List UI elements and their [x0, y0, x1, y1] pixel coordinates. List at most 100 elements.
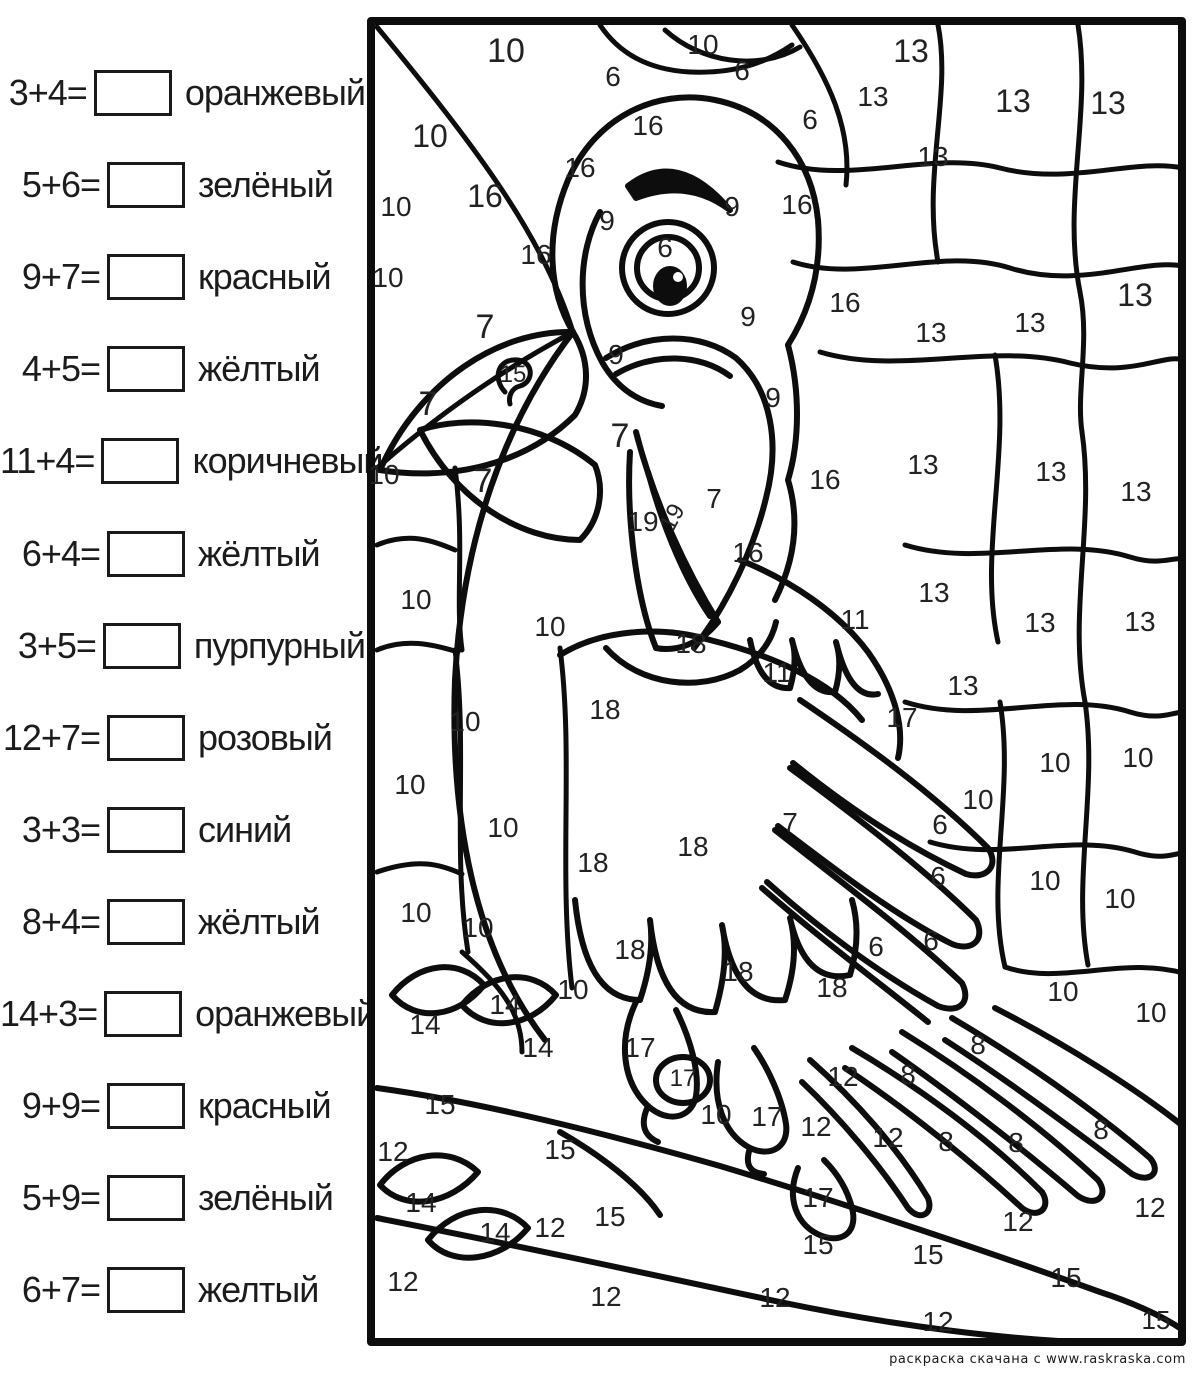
region-number: 13: [995, 83, 1031, 119]
parrot-head: [549, 94, 822, 348]
region-number: 6: [930, 861, 946, 892]
color-name-label: коричневый: [192, 440, 383, 482]
parrot-neck: [772, 342, 800, 603]
region-number: 7: [419, 385, 438, 423]
color-name-label: розовый: [198, 716, 333, 758]
color-name-label: синий: [198, 808, 292, 850]
region-number: 10: [487, 32, 525, 70]
region-number: 10: [1104, 883, 1135, 914]
equation-label: 4+5=: [21, 348, 101, 390]
region-number: 19: [627, 506, 658, 537]
region-number: 12: [387, 1266, 418, 1297]
region-number: 10: [487, 812, 518, 843]
answer-box[interactable]: [107, 714, 185, 761]
region-number: 10: [368, 459, 399, 490]
answer-box[interactable]: [93, 70, 172, 116]
answer-box[interactable]: [104, 991, 183, 1037]
region-number: 15: [594, 1201, 625, 1232]
region-number: 13: [1124, 606, 1155, 637]
region-number: 16: [809, 464, 840, 495]
region-number: 16: [467, 178, 503, 214]
equation-label: 9+7=: [21, 256, 101, 298]
region-number: 10: [1039, 747, 1070, 778]
region-number: 6: [923, 925, 939, 956]
region-number: 15: [912, 1239, 943, 1270]
region-number: 16: [829, 287, 860, 318]
parrot-feet: [622, 999, 857, 1242]
equation-label: 5+9=: [21, 1177, 101, 1219]
equation-label: 12+7=: [2, 716, 101, 758]
region-number: 16: [632, 110, 663, 141]
equation-label: 8+4=: [21, 900, 101, 942]
legend-row: 12+7= розовый: [0, 709, 365, 767]
region-number: 15: [424, 1089, 455, 1120]
region-number: 7: [476, 308, 495, 346]
region-number: 8: [970, 1029, 986, 1060]
chest-feathers: [557, 628, 865, 1016]
region-number: 13: [1120, 476, 1151, 507]
leaves: [377, 328, 603, 1261]
answer-box[interactable]: [101, 438, 180, 485]
equation-label: 9+9=: [21, 1085, 101, 1127]
equation-label: 5+6=: [21, 164, 101, 206]
legend-row: 6+7= желтый: [0, 1261, 365, 1319]
answer-box[interactable]: [107, 1083, 185, 1130]
answer-box[interactable]: [107, 806, 185, 853]
region-number: 12: [1002, 1206, 1033, 1237]
region-number: 10: [380, 191, 411, 222]
region-number: 14: [409, 1009, 440, 1040]
legend-row: 9+7= красный: [0, 248, 365, 306]
answer-box[interactable]: [107, 1267, 185, 1314]
region-number: 17: [670, 1065, 697, 1092]
region-number: 13: [1090, 85, 1126, 121]
answer-box[interactable]: [107, 1175, 185, 1222]
region-number: 6: [734, 55, 750, 86]
region-number: 18: [675, 628, 706, 659]
region-number: 6: [802, 104, 818, 135]
answer-box[interactable]: [107, 898, 185, 945]
answer-box[interactable]: [107, 162, 185, 209]
region-number: 10: [534, 611, 565, 642]
region-number: 7: [474, 462, 493, 500]
eyebrow: [625, 168, 733, 213]
region-number: 12: [377, 1136, 408, 1167]
region-number: 14: [405, 1187, 436, 1218]
parrot-eye: [619, 168, 733, 317]
color-name-label: красный: [198, 256, 332, 298]
region-number: 15: [802, 1229, 833, 1260]
equation-label: 11+4=: [0, 440, 95, 482]
region-number: 10: [962, 784, 993, 815]
parrot-beak: [603, 335, 779, 686]
color-name-label: зелёный: [198, 164, 334, 206]
region-number: 10: [700, 1099, 731, 1130]
region-number: 7: [611, 417, 630, 455]
legend-row: 6+4= жёлтый: [0, 525, 365, 583]
region-number: 12: [759, 1282, 790, 1313]
picture-frame: [367, 17, 1186, 1346]
region-number: 10: [400, 584, 431, 615]
region-number: 17: [886, 702, 917, 733]
answer-box[interactable]: [107, 346, 185, 393]
region-number: 18: [677, 831, 708, 862]
parrot-outline: [374, 94, 1186, 1346]
region-number: 12: [800, 1111, 831, 1142]
legend-row: 11+4= коричневый: [0, 432, 384, 490]
tail-feathers: [799, 1005, 1186, 1219]
region-number: 18: [722, 956, 753, 987]
region-number: 13: [917, 141, 948, 172]
region-number: 11: [762, 657, 791, 688]
region-number: 15: [1050, 1262, 1081, 1293]
region-number: 12: [534, 1212, 565, 1243]
answer-box[interactable]: [107, 530, 185, 577]
answer-box[interactable]: [107, 254, 185, 301]
answer-box[interactable]: [102, 622, 181, 669]
region-number: 13: [1117, 277, 1153, 313]
color-name-label: зелёный: [198, 1177, 334, 1219]
region-number: 15: [1142, 1305, 1171, 1335]
region-number: 8: [900, 1059, 916, 1090]
region-number: 9: [765, 382, 781, 413]
region-number: 8: [1093, 1114, 1109, 1145]
wing-feathers: [737, 557, 996, 1025]
equation-label: 3+3=: [21, 808, 101, 850]
color-legend: 3+4= оранжевый 5+6= зелёный 9+7= красный…: [0, 0, 384, 1380]
